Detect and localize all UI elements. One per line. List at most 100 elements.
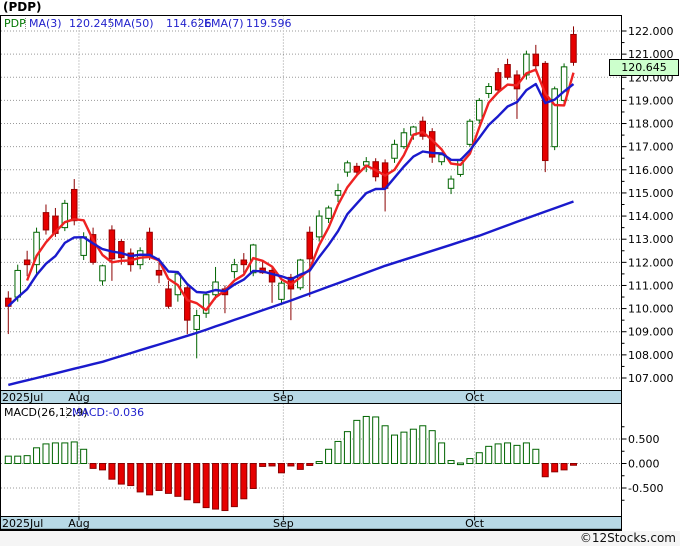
macd-bar [532, 448, 540, 465]
macd-bar [343, 431, 351, 464]
macd-bar [202, 463, 210, 509]
candlestick [391, 139, 398, 163]
macd-bar [560, 463, 568, 471]
candlestick [184, 283, 191, 335]
macd-bar [183, 463, 191, 501]
candlestick [70, 179, 78, 226]
macd-bar [33, 447, 41, 465]
legend-ma50-label: MA(50) [114, 17, 154, 30]
month-label: 2025Jul [2, 391, 43, 404]
price-axis-label: 117.000 [628, 141, 674, 154]
macd-bar [80, 448, 88, 465]
macd-bar [325, 448, 333, 465]
candlestick [212, 266, 219, 300]
candlestick [99, 264, 106, 286]
candlestick [325, 205, 332, 224]
ma50-line [8, 200, 574, 387]
macd-bar [485, 445, 493, 465]
candlestick [42, 204, 50, 235]
candlestick [315, 210, 323, 242]
price-axis-label: 108.000 [628, 349, 674, 362]
macd-bar [42, 443, 50, 464]
candlestick [33, 227, 40, 274]
macd-bar [23, 455, 31, 465]
macd-bar [249, 463, 257, 489]
candlestick [504, 58, 511, 80]
month-label: 2025Jul [2, 517, 43, 530]
macd-bar [164, 463, 172, 494]
macd-bar [428, 430, 436, 465]
candlestick [165, 280, 172, 309]
macd-bar [127, 463, 135, 487]
candlestick [447, 175, 455, 195]
macd-bar [372, 416, 380, 465]
candlestick [494, 68, 502, 94]
month-label: Aug [68, 391, 89, 404]
macd-axis-label: -0.500 [628, 482, 663, 495]
macd-bar [277, 463, 285, 474]
macd-bar [70, 441, 78, 465]
price-axis-label: 114.000 [628, 210, 674, 223]
price-axis-label: 109.000 [628, 326, 674, 339]
candlestick [532, 44, 540, 71]
price-axis-label: 107.000 [628, 372, 674, 385]
macd-bar [108, 463, 116, 480]
page-title: (PDP) [3, 0, 42, 14]
price-axis-label: 113.000 [628, 233, 674, 246]
macd-bar [447, 460, 455, 464]
macd-bar [4, 455, 12, 464]
macd-bar [174, 463, 182, 497]
candlestick [485, 83, 492, 99]
legend-ema7-value: 119.596 [246, 17, 292, 30]
ema7-line [7, 82, 575, 308]
macd-bar [504, 442, 512, 465]
macd-axis-label: 0.000 [628, 458, 660, 471]
macd-bar [475, 452, 483, 465]
month-gridlines-and-labels: 2025Jul 2025Jul Aug Aug Sep Sep Oct Oct [2, 15, 485, 530]
macd-legend: MACD(26,12,9) MACD:-0.036 [0, 406, 620, 419]
candlestick [240, 253, 248, 274]
month-axis-bands [0, 390, 622, 530]
macd-bar [306, 463, 314, 466]
last-price-tag: 120.645 [609, 59, 679, 76]
macd-bar [456, 462, 464, 466]
legend-ma50-value: 114.626 [166, 17, 212, 30]
macd-bar [287, 463, 295, 467]
watermark-credit: ©12Stocks.com [0, 531, 680, 546]
macd-histogram [4, 415, 577, 512]
macd-bar [230, 463, 238, 508]
price-axis-label: 119.000 [628, 94, 674, 107]
macd-bar [14, 455, 22, 464]
macd-bar [362, 415, 370, 464]
macd-bar [51, 442, 59, 465]
legend-ema7-label: EMA(7) [204, 17, 244, 30]
candlestick [278, 280, 285, 306]
candlestick [202, 293, 210, 318]
month-label: Oct [465, 517, 485, 530]
macd-bar [99, 463, 106, 471]
candles-layer [5, 26, 577, 359]
macd-bar [400, 431, 408, 465]
macd-bar [136, 463, 144, 493]
candlestick [476, 98, 483, 124]
month-label: Sep [273, 517, 294, 530]
macd-bar [466, 458, 474, 465]
candlestick [5, 291, 12, 335]
month-label: Sep [273, 391, 294, 404]
price-axis: 107.000 108.000 109.000 110.000 111.000 112.0… [621, 25, 674, 385]
legend-separator [25, 18, 26, 29]
candlestick [344, 160, 351, 177]
macd-bar [155, 463, 163, 491]
legend-ma3-label: MA(3) [29, 17, 62, 30]
macd-bar [409, 428, 417, 465]
macd-bar [61, 442, 69, 465]
macd-bar [89, 463, 97, 469]
macd-bar [522, 442, 530, 465]
macd-bar [494, 443, 502, 464]
macd-bar [315, 461, 323, 465]
macd-bar [391, 434, 399, 464]
macd-bar [296, 463, 304, 470]
candlestick [306, 226, 313, 298]
legend-separator [199, 18, 200, 29]
